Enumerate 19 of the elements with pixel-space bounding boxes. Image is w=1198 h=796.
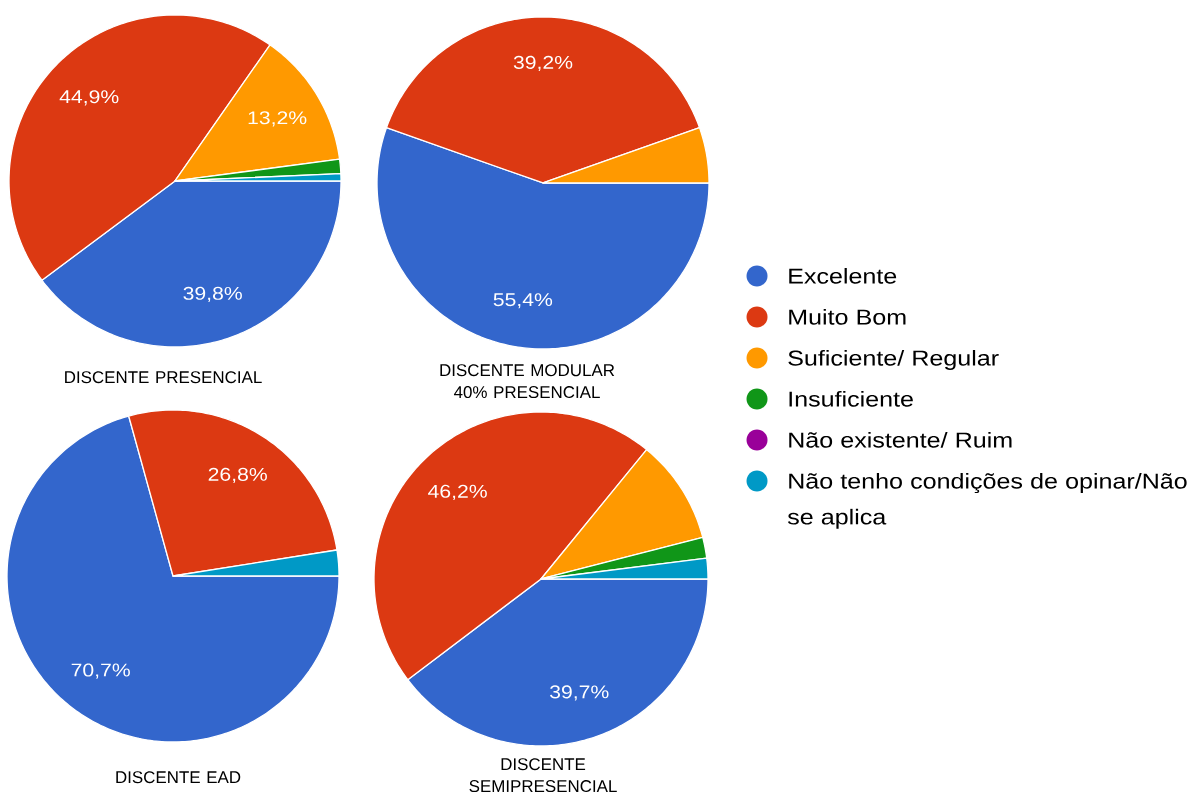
legend-label: Não existente/ Ruim <box>789 431 1012 448</box>
data-label: 39,2% <box>513 55 573 72</box>
data-label: 70,7% <box>71 663 130 679</box>
data-label: 44,9% <box>59 90 119 106</box>
data-label: 46,2% <box>428 484 487 500</box>
slice-label: DISCENTE MODULAR 40% PRESENCIAL <box>440 364 615 399</box>
data-label: 26,8% <box>208 467 267 484</box>
slice-label: DISCENTE PRESENCIAL <box>65 371 262 384</box>
legend-label: Insuficiente <box>789 390 913 407</box>
slice-label: DISCENTE SEMIPRESENCIAL <box>469 758 617 793</box>
legend-label: Excelente <box>789 267 897 284</box>
legend-label: Não tenho condições de opinar/Não se aplica <box>787 472 1187 529</box>
data-label: 39,7% <box>550 685 609 701</box>
legend-label: Suficiente/ Regular <box>788 349 999 370</box>
data-label: 55,4% <box>493 293 553 309</box>
data-label: 39,8% <box>183 286 242 303</box>
legend-label: Muito Bom <box>789 308 906 325</box>
data-label: 13,2% <box>248 111 307 127</box>
slice-label: DISCENTE EAD <box>116 771 241 784</box>
